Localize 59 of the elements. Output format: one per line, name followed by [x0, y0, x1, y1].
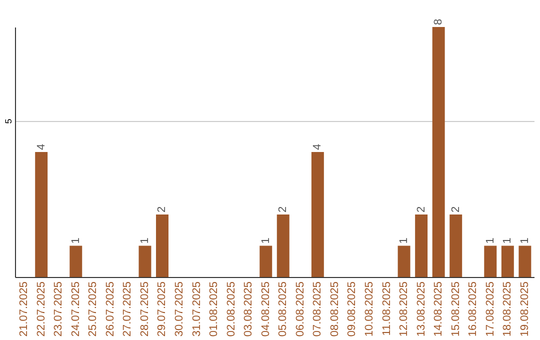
y-tick-label: 5	[4, 118, 14, 124]
x-tick-label: 12.08.2025	[398, 282, 410, 337]
data-label: 2	[156, 206, 168, 212]
x-tick-label: 10.08.2025	[363, 282, 376, 337]
data-label: 4	[312, 144, 324, 150]
x-tick-label: 31.07.2025	[190, 282, 203, 337]
x-tick-label: 15.08.2025	[450, 282, 462, 337]
data-label: 2	[415, 206, 428, 212]
bar	[276, 214, 290, 277]
data-label: 1	[484, 238, 496, 244]
data-label: 8	[432, 18, 445, 25]
data-label: 1	[398, 238, 410, 244]
bar	[398, 246, 410, 277]
bar	[260, 246, 272, 277]
bar	[415, 214, 428, 277]
x-tick-label: 08.08.2025	[328, 282, 341, 337]
data-label: 1	[260, 238, 272, 244]
data-label: 1	[138, 238, 151, 244]
x-tick-label: 17.08.2025	[484, 282, 496, 337]
x-tick-label: 11.08.2025	[380, 282, 393, 336]
bar	[484, 246, 497, 277]
bar	[501, 246, 514, 277]
bar	[156, 214, 168, 277]
x-tick-label: 28.07.2025	[138, 282, 151, 337]
bar	[432, 27, 445, 277]
bar	[311, 152, 324, 277]
x-tick-label: 04.08.2025	[260, 282, 272, 337]
x-tick-label: 05.08.2025	[277, 282, 290, 337]
x-tick-label: 22.07.2025	[35, 282, 48, 337]
x-tick-label: 14.08.2025	[432, 282, 445, 337]
x-tick-label: 25.07.2025	[87, 282, 100, 337]
x-tick-label: 01.08.2025	[208, 282, 220, 337]
data-label: 4	[35, 144, 48, 150]
bar	[138, 246, 152, 277]
x-tick-label: 19.08.2025	[518, 282, 531, 337]
x-tick-label: 18.08.2025	[502, 282, 514, 337]
x-tick-label: 24.07.2025	[70, 282, 82, 337]
bar	[35, 152, 48, 277]
data-label: 1	[502, 238, 514, 244]
data-label: 2	[450, 206, 462, 212]
data-label: 1	[518, 238, 531, 244]
bar	[518, 246, 532, 277]
bar	[70, 246, 82, 277]
data-label: 2	[277, 206, 290, 212]
x-tick-label: 23.07.2025	[52, 282, 65, 337]
bar	[450, 214, 462, 277]
x-tick-label: 30.07.2025	[174, 282, 186, 337]
x-tick-label: 16.08.2025	[467, 282, 480, 337]
x-tick-label: 13.08.2025	[415, 282, 428, 337]
x-tick-label: 27.07.2025	[122, 282, 134, 337]
x-tick-label: 29.07.2025	[156, 282, 168, 337]
data-label: 1	[70, 238, 82, 244]
x-tick-label: 06.08.2025	[294, 282, 306, 337]
x-tick-label: 02.08.2025	[225, 282, 238, 337]
x-tick-label: 09.08.2025	[346, 282, 358, 337]
x-tick-label: 21.07.2025	[18, 282, 30, 337]
x-tick-label: 26.07.2025	[104, 282, 116, 337]
x-tick-label: 07.08.2025	[312, 282, 324, 337]
x-tick-label: 03.08.2025	[242, 282, 255, 337]
